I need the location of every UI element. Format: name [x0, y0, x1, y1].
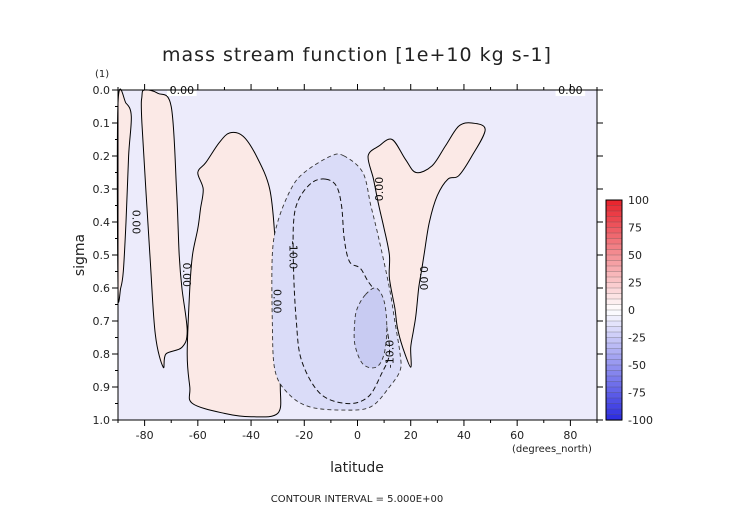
x-units-label: (degrees_north) — [512, 444, 592, 455]
colorbar-swatch — [605, 282, 623, 289]
contour-label: 0.00 — [180, 263, 193, 288]
contour-cell-south — [140, 89, 188, 369]
colorbar-swatch — [605, 309, 623, 317]
colorbar-swatch — [605, 216, 623, 223]
y-tick-label: 0.9 — [93, 381, 111, 394]
contour-cell-north — [367, 122, 486, 368]
colorbar-swatch — [605, 370, 623, 377]
colorbar-swatch — [605, 386, 623, 394]
colorbar-swatch — [605, 232, 623, 240]
contour-label: 0.00 — [271, 289, 284, 314]
y-tick-label: 0.2 — [93, 150, 111, 163]
colorbar-swatch — [605, 254, 623, 262]
x-tick-label: -20 — [295, 429, 313, 442]
x-tick-label: 80 — [563, 429, 577, 442]
colorbar-swatch — [605, 293, 623, 300]
contour-label: 0.00 — [417, 266, 430, 291]
colorbar-swatch — [605, 298, 623, 306]
colorbar-label: -50 — [628, 359, 646, 372]
contour-label: -10.0 — [287, 241, 300, 269]
colorbar-swatch — [605, 375, 623, 383]
colorbar-swatch — [605, 397, 623, 405]
colorbar-swatch — [605, 348, 623, 355]
colorbar-swatch — [605, 221, 623, 229]
colorbar-swatch — [605, 276, 623, 284]
chart-title: mass stream function [1e+10 kg s-1] — [162, 44, 552, 66]
colorbar: 100 75 50 25 0 -25 -50 -75 -100 — [605, 194, 653, 427]
colorbar-label: 0 — [628, 304, 635, 317]
colorbar-swatch — [605, 271, 623, 278]
colorbar-label: -25 — [628, 332, 646, 345]
y-tick-label: 0.0 — [93, 84, 111, 97]
colorbar-swatch — [605, 408, 623, 416]
x-tick-label: -60 — [189, 429, 207, 442]
colorbar-swatch — [605, 381, 623, 388]
y-tick-label: 0.4 — [93, 216, 111, 229]
contour-hadley-max — [353, 287, 388, 369]
y-axis: 0.0 0.1 0.2 0.3 0.4 0.5 0.6 0.7 0.8 0.9 1.0 — [93, 84, 603, 427]
colorbar-label: 50 — [628, 249, 642, 262]
colorbar-swatch — [605, 287, 623, 295]
colorbar-swatch — [605, 243, 623, 251]
x-tick-label: 0 — [354, 429, 361, 442]
colorbar-swatch — [605, 210, 623, 218]
colorbar-swatch — [605, 205, 623, 212]
y-units-label: (1) — [95, 69, 109, 80]
colorbar-swatch — [605, 304, 623, 311]
x-tick-label: -80 — [136, 429, 154, 442]
colorbar-swatch — [605, 364, 623, 372]
colorbar-swatch — [605, 359, 623, 366]
x-tick-label: 60 — [510, 429, 524, 442]
colorbar-swatch — [605, 315, 623, 322]
colorbar-swatch — [605, 260, 623, 267]
colorbar-swatch — [605, 238, 623, 245]
contour-label-layer: 0.00 0.000.000.000.00-10.00.000.00-10.0 — [130, 83, 586, 368]
contour-label: -10.0 — [383, 340, 396, 368]
colorbar-swatch — [605, 265, 623, 273]
y-tick-label: 0.8 — [93, 348, 111, 361]
plot-area: 0.00 0.000.000.000.00-10.00.000.00-10.0 — [116, 83, 598, 421]
y-tick-label: 1.0 — [93, 414, 111, 427]
colorbar-swatch — [605, 320, 623, 328]
contour-label: 0.00 — [373, 177, 386, 202]
colorbar-frame — [605, 199, 623, 421]
x-tick-label: 20 — [404, 429, 418, 442]
colorbar-swatch — [605, 392, 623, 399]
x-tick-label: -40 — [242, 429, 260, 442]
y-tick-label: 0.5 — [93, 249, 111, 262]
contour-label: 0.00 — [130, 210, 143, 235]
colorbar-label: 100 — [628, 194, 649, 207]
colorbar-swatch — [605, 337, 623, 344]
colorbar-label: 25 — [628, 277, 642, 290]
contour-layer — [116, 88, 486, 418]
colorbar-swatch — [605, 249, 623, 256]
colorbar-swatch — [605, 227, 623, 234]
colorbar-label: -100 — [628, 414, 653, 427]
colorbar-swatch — [605, 342, 623, 350]
y-tick-label: 0.6 — [93, 282, 111, 295]
colorbar-label: 75 — [628, 222, 642, 235]
colorbar-swatch — [605, 326, 623, 333]
colorbar-swatch — [605, 331, 623, 339]
contour-interval-note: CONTOUR INTERVAL = 5.000E+00 — [271, 494, 443, 505]
x-axis: -80 -60 -40 -20 0 20 40 60 80 — [117, 84, 598, 442]
y-tick-label: 0.3 — [93, 183, 111, 196]
contour-hadley-core — [292, 178, 391, 405]
colorbar-swatch — [605, 403, 623, 410]
x-axis-label: latitude — [330, 460, 384, 476]
y-tick-label: 0.1 — [93, 117, 111, 130]
y-tick-label: 0.7 — [93, 315, 111, 328]
x-tick-label: 40 — [457, 429, 471, 442]
colorbar-swatch — [605, 353, 623, 361]
contour-cell-midlat — [186, 131, 282, 418]
colorbar-label: -75 — [628, 387, 646, 400]
y-axis-label: sigma — [72, 234, 88, 276]
colorbar-swatch — [605, 199, 623, 207]
